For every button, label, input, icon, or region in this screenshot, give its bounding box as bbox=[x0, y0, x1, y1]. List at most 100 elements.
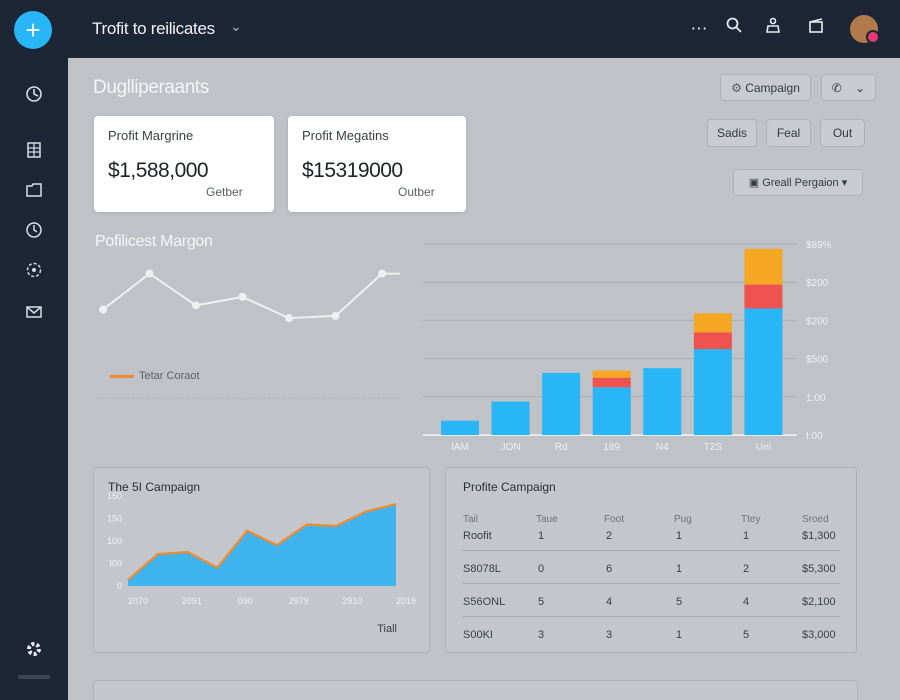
bar bbox=[744, 248, 783, 285]
line-point bbox=[285, 314, 293, 323]
x-axis-label: Tiall bbox=[377, 623, 397, 635]
user-icon[interactable] bbox=[760, 16, 786, 42]
kpi-label: Profit Megatins bbox=[302, 128, 389, 143]
bottom-panel bbox=[93, 680, 858, 700]
phone-dropdown[interactable]: ✆ ⌄ bbox=[821, 74, 876, 101]
table-header-cell: Sroed bbox=[802, 514, 829, 525]
y-tick-label: 100 bbox=[107, 536, 122, 546]
table-header-cell: Pug bbox=[674, 514, 692, 525]
sidebar-scroll-indicator bbox=[18, 675, 50, 679]
table-cell: 5 bbox=[743, 629, 750, 641]
dashboard-icon[interactable] bbox=[22, 83, 46, 107]
table-cell: $3,000 bbox=[802, 629, 836, 641]
legend-label: Tetar Coraot bbox=[139, 370, 200, 382]
folder-icon[interactable] bbox=[22, 180, 46, 204]
y-tick-label: $89% bbox=[806, 240, 832, 251]
table-cell: 1 bbox=[743, 530, 750, 542]
area-fill bbox=[128, 504, 396, 586]
gift-icon[interactable] bbox=[803, 16, 829, 42]
x-tick-label: IAM bbox=[451, 442, 469, 453]
table-row-divider bbox=[462, 583, 840, 584]
table-title: Profite Campaign bbox=[463, 480, 556, 494]
clock-icon[interactable] bbox=[22, 220, 46, 244]
table-icon[interactable] bbox=[22, 140, 46, 164]
y-tick-label: $500 bbox=[806, 355, 829, 366]
y-tick-label: 150 bbox=[107, 514, 122, 524]
x-tick-label: JON bbox=[501, 442, 521, 453]
y-tick-label: 150 bbox=[107, 491, 122, 501]
x-tick-label: 2091 bbox=[182, 596, 202, 606]
avatar[interactable] bbox=[850, 15, 880, 44]
table-cell: 4 bbox=[743, 596, 750, 608]
table-cell: 6 bbox=[606, 563, 613, 575]
x-tick-label: T2S bbox=[704, 442, 723, 453]
kpi-label: Profit Margrine bbox=[108, 128, 194, 143]
table-row-divider bbox=[462, 550, 840, 551]
line-point bbox=[145, 269, 154, 278]
filter-button-out[interactable]: Out bbox=[820, 119, 865, 147]
line-point bbox=[192, 301, 200, 310]
table-cell: 2 bbox=[743, 563, 750, 575]
bar bbox=[592, 387, 631, 435]
line-point bbox=[331, 311, 340, 320]
filter-button-sadis[interactable]: Sadis bbox=[707, 119, 757, 147]
table-header-cell: Ttey bbox=[741, 514, 761, 525]
chevron-down-icon[interactable]: ⌄ bbox=[230, 18, 242, 34]
table-cell: S56ONL bbox=[463, 596, 506, 608]
table-cell: S00KI bbox=[463, 629, 493, 641]
phone-icon: ✆ bbox=[831, 81, 842, 95]
bar bbox=[592, 377, 631, 388]
search-icon[interactable] bbox=[721, 16, 747, 42]
campaign-button[interactable]: ⚙ Campaign bbox=[720, 74, 811, 101]
kpi-card-profit-margin: Profit Margrine $1,588,000 Getber bbox=[94, 116, 274, 212]
bar bbox=[693, 332, 732, 350]
table-cell: 4 bbox=[606, 596, 613, 608]
calendar-icon: ▣ bbox=[748, 177, 760, 189]
bar bbox=[441, 420, 479, 435]
more-icon[interactable]: ⋯ bbox=[690, 19, 708, 38]
bar bbox=[491, 401, 530, 435]
sidebar bbox=[0, 58, 68, 700]
x-tick-label: 2910 bbox=[342, 596, 362, 606]
x-tick-label: Uel bbox=[756, 442, 771, 453]
table-cell: 0 bbox=[538, 563, 545, 575]
group-select[interactable]: ▣ Greall Pergaion ▾ bbox=[733, 169, 863, 196]
x-tick-label: 2979 bbox=[289, 596, 309, 606]
top-bar: + Trofit to reilicates ⌄ ⋯ bbox=[0, 0, 900, 58]
x-tick-label: N4 bbox=[656, 442, 669, 453]
table-cell: 3 bbox=[606, 629, 613, 641]
chevron-down-icon: ▾ bbox=[841, 177, 848, 189]
y-tick-label: I:00 bbox=[806, 431, 823, 442]
settings-icon[interactable] bbox=[22, 260, 46, 284]
kpi-subtitle: Outber bbox=[398, 185, 435, 199]
table-cell: 3 bbox=[538, 629, 545, 641]
x-tick-label: 2019 bbox=[396, 596, 416, 606]
table-cell: Roofit bbox=[463, 530, 492, 542]
bar bbox=[643, 368, 682, 435]
line-point bbox=[99, 305, 107, 314]
table-cell: $1,300 bbox=[802, 530, 836, 542]
bar bbox=[542, 372, 581, 435]
bar bbox=[693, 313, 732, 333]
table-header-cell: Tail bbox=[463, 514, 479, 525]
divider bbox=[96, 398, 401, 399]
x-tick-label: 2070 bbox=[128, 596, 148, 606]
plus-icon[interactable]: + bbox=[14, 11, 52, 49]
kpi-value: $1,588,000 bbox=[108, 159, 209, 182]
y-tick-label: $200 bbox=[806, 316, 829, 327]
area-chart-title: The 5I Campaign bbox=[108, 480, 201, 494]
kpi-card-profit-megatins: Profit Megatins $15319000 Outber bbox=[288, 116, 466, 212]
mail-icon[interactable] bbox=[22, 302, 46, 326]
filter-button-feal[interactable]: Feal bbox=[766, 119, 811, 147]
gear-icon[interactable] bbox=[22, 638, 46, 662]
line-chart-title: Pofilicest Margon bbox=[95, 233, 213, 250]
campaign-icon: ⚙ bbox=[731, 81, 742, 95]
y-tick-label: $200 bbox=[806, 278, 829, 289]
table-cell: 1 bbox=[538, 530, 545, 542]
table-row-divider bbox=[462, 616, 840, 617]
table-cell: S8078L bbox=[463, 563, 501, 575]
line-series bbox=[102, 272, 400, 320]
table-panel bbox=[445, 467, 857, 653]
y-tick-label: I00 bbox=[109, 559, 122, 569]
table-header-cell: Taue bbox=[536, 514, 558, 525]
